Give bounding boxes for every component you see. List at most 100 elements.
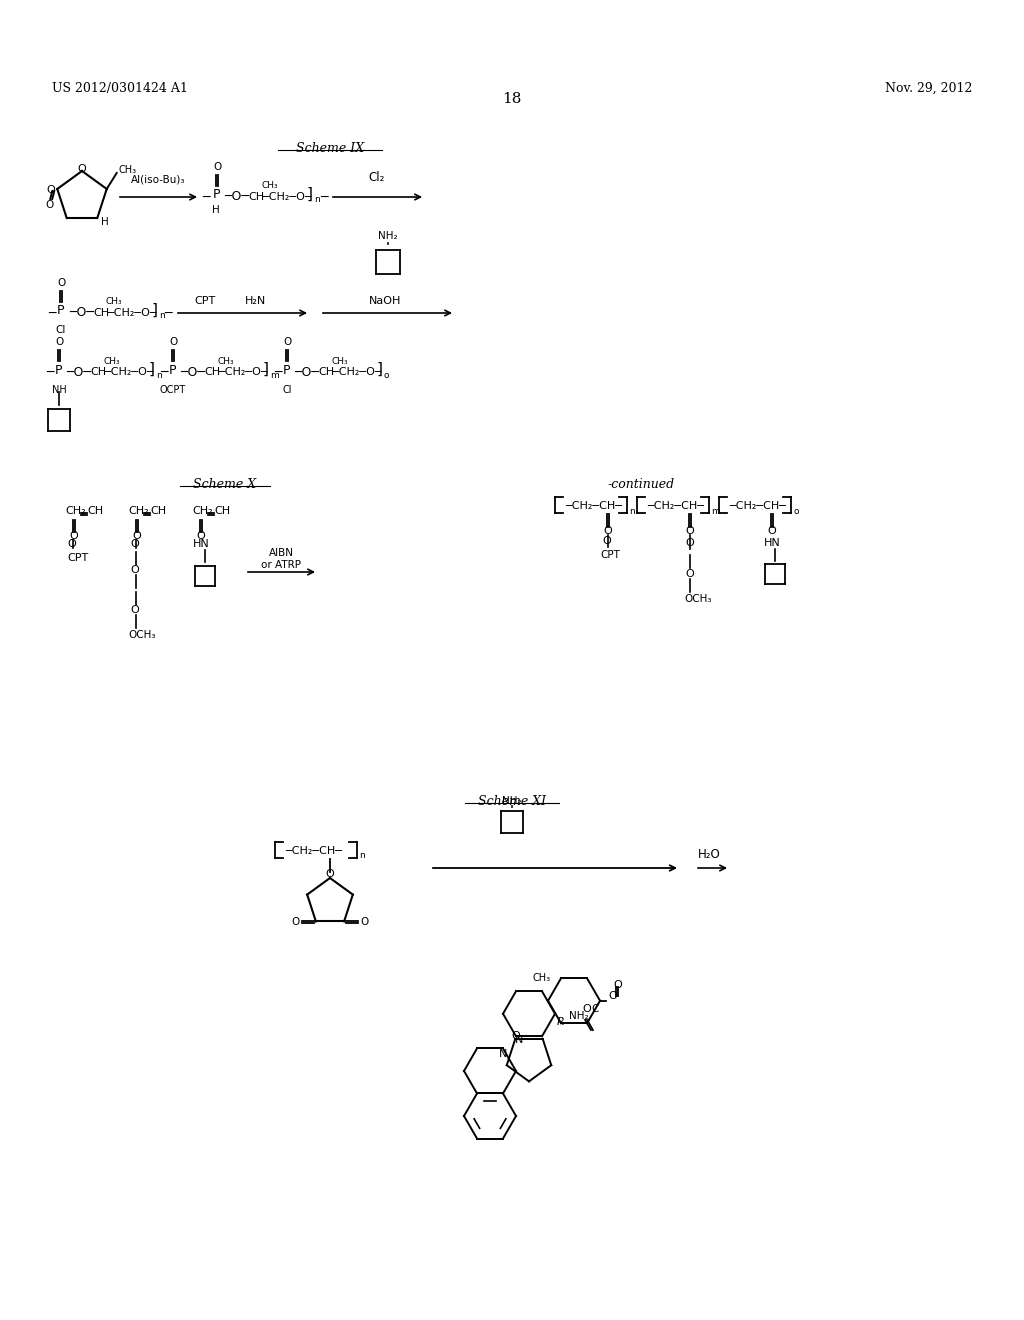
Text: OCH₃: OCH₃ [684, 594, 712, 605]
Text: Cl: Cl [283, 385, 292, 395]
Text: O: O [213, 162, 221, 172]
Text: HN: HN [764, 539, 780, 548]
Text: R: R [557, 1016, 565, 1027]
Text: O: O [603, 525, 612, 536]
Text: CH₂: CH₂ [65, 506, 86, 516]
Text: -continued: -continued [608, 478, 675, 491]
Text: P: P [54, 363, 61, 376]
Text: O: O [583, 1005, 592, 1014]
Text: C: C [591, 1003, 599, 1014]
Text: H: H [212, 205, 220, 215]
Text: n: n [156, 371, 162, 380]
Text: NH₂: NH₂ [569, 1011, 589, 1020]
Text: P: P [283, 363, 290, 376]
Text: H: H [101, 216, 109, 227]
Text: ]: ] [307, 186, 313, 202]
Text: ─O─: ─O─ [69, 306, 94, 319]
Text: O: O [613, 979, 623, 990]
Text: ─: ─ [202, 190, 210, 203]
Text: ─CH₂─O─: ─CH₂─O─ [218, 367, 267, 378]
Text: P: P [212, 187, 220, 201]
Text: O: O [46, 185, 55, 195]
Text: ─: ─ [164, 306, 171, 319]
Text: AIBN: AIBN [268, 548, 294, 558]
Text: Nov. 29, 2012: Nov. 29, 2012 [885, 82, 972, 95]
Text: CH: CH [150, 506, 166, 516]
Text: O: O [608, 991, 616, 1001]
Text: O: O [360, 917, 369, 928]
Text: ─CH₂─CH─: ─CH₂─CH─ [729, 502, 786, 511]
Text: O: O [512, 1031, 520, 1041]
Text: O: O [45, 199, 53, 210]
Text: O: O [133, 531, 141, 541]
Text: O: O [603, 536, 611, 546]
Text: CH₃: CH₃ [106, 297, 123, 306]
Text: ─CH₂─O─: ─CH₂─O─ [104, 367, 154, 378]
Text: ─CH₂─CH─: ─CH₂─CH─ [565, 502, 622, 511]
Text: N: N [514, 1035, 523, 1044]
Text: ─CH₂─O─: ─CH₂─O─ [262, 191, 311, 202]
Text: NaOH: NaOH [369, 296, 401, 306]
Text: NH: NH [51, 385, 67, 395]
Text: P: P [168, 363, 176, 376]
Text: O: O [131, 605, 139, 615]
Text: ─O─: ─O─ [224, 190, 249, 203]
Text: ─CH₂─O─: ─CH₂─O─ [332, 367, 382, 378]
Text: CH: CH [248, 191, 264, 202]
Text: CH₃: CH₃ [119, 165, 137, 176]
Text: m: m [711, 507, 720, 516]
Text: ─O─: ─O─ [180, 366, 205, 379]
Text: ─CH₂─O─: ─CH₂─O─ [106, 308, 157, 318]
Text: ]: ] [152, 302, 158, 318]
Text: ]: ] [150, 362, 155, 376]
Text: O: O [686, 569, 694, 579]
Text: CH: CH [87, 506, 103, 516]
Text: n: n [359, 851, 365, 861]
Text: OCH₃: OCH₃ [128, 630, 156, 640]
Text: n: n [159, 312, 165, 321]
Text: H₂N: H₂N [245, 296, 265, 306]
Text: O: O [131, 565, 139, 576]
Text: CH: CH [214, 506, 230, 516]
Text: o: o [793, 507, 799, 516]
Text: O: O [57, 279, 66, 288]
Text: CH₃: CH₃ [261, 181, 278, 190]
Text: CPT: CPT [195, 296, 216, 306]
Text: O: O [768, 525, 776, 536]
Text: CH: CH [90, 367, 106, 378]
Text: ─: ─ [48, 306, 55, 319]
Text: P: P [56, 305, 63, 318]
Text: ─: ─ [160, 366, 168, 379]
Text: CH₃: CH₃ [103, 356, 120, 366]
Text: ─: ─ [46, 366, 53, 379]
Text: n: n [629, 507, 635, 516]
Text: US 2012/0301424 A1: US 2012/0301424 A1 [52, 82, 187, 95]
Text: O: O [78, 164, 86, 174]
Text: CH: CH [318, 367, 334, 378]
Text: CH₃: CH₃ [331, 356, 347, 366]
Text: O: O [68, 539, 77, 549]
Text: O: O [686, 539, 694, 548]
Text: Cl₂: Cl₂ [369, 172, 385, 183]
Text: m: m [270, 371, 279, 380]
Text: NH₂: NH₂ [502, 796, 522, 807]
Text: O: O [169, 337, 177, 347]
Text: n: n [314, 195, 319, 205]
Text: ─CH₂─CH─: ─CH₂─CH─ [647, 502, 705, 511]
Text: CH₂: CH₂ [128, 506, 148, 516]
Text: O: O [292, 917, 300, 928]
Text: ─CH₂─CH─: ─CH₂─CH─ [285, 846, 342, 855]
Text: CH: CH [204, 367, 220, 378]
Text: NH₂: NH₂ [378, 231, 397, 242]
Text: CPT: CPT [67, 553, 88, 564]
Text: ─O─: ─O─ [66, 366, 91, 379]
Text: ]: ] [377, 362, 383, 376]
Text: O: O [197, 531, 206, 541]
Text: CH₃: CH₃ [217, 356, 233, 366]
Text: Al(iso-Bu)₃: Al(iso-Bu)₃ [131, 174, 185, 183]
Text: Scheme IX: Scheme IX [296, 143, 365, 154]
Text: O: O [686, 525, 694, 536]
Text: O: O [283, 337, 291, 347]
Text: HN: HN [193, 539, 209, 549]
Text: ─: ─ [319, 190, 328, 203]
